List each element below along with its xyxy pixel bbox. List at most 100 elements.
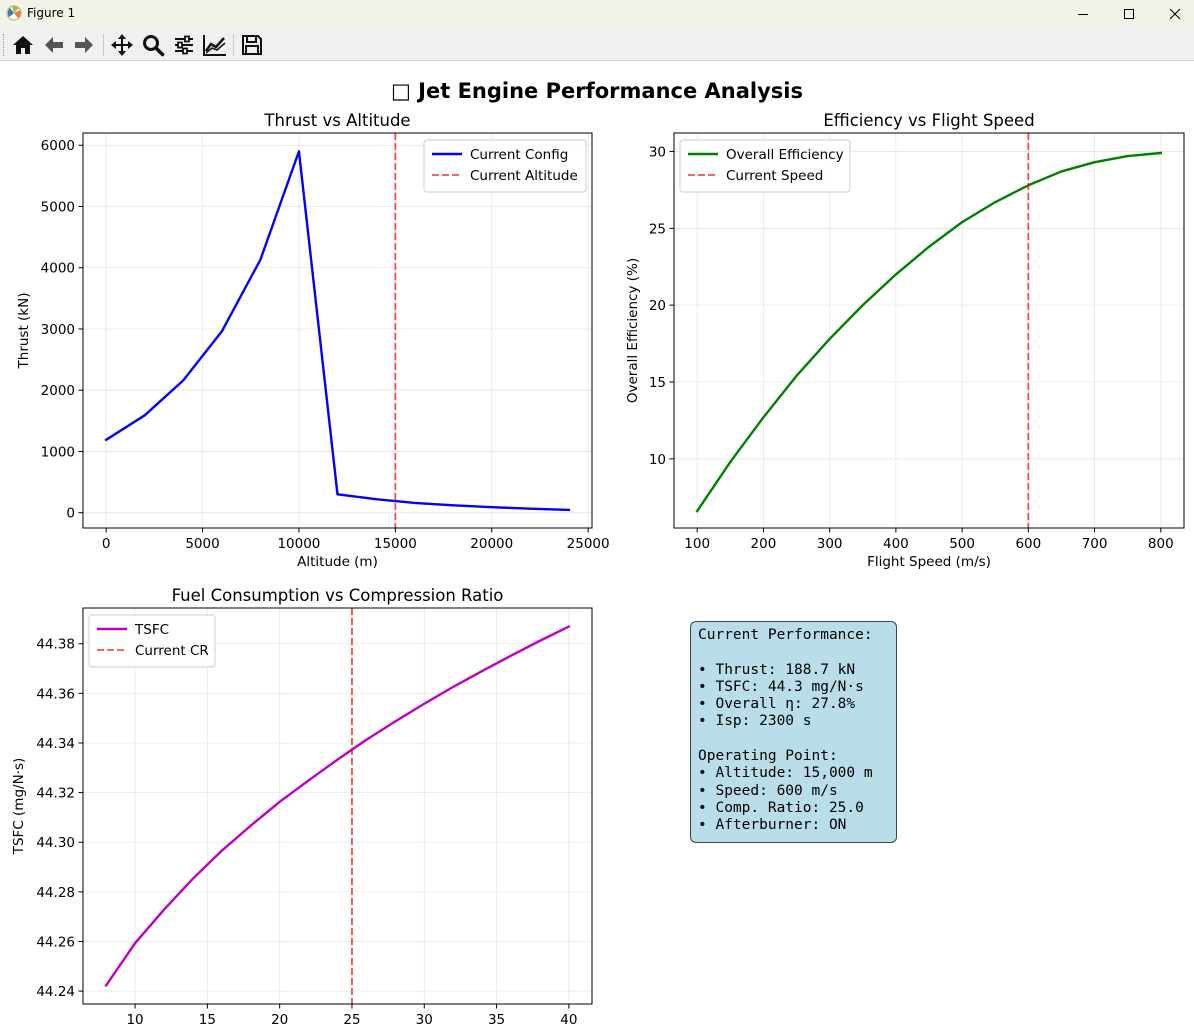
x-tick-label: 500 xyxy=(949,536,975,552)
save-button[interactable] xyxy=(238,32,266,58)
x-tick-label: 15 xyxy=(199,1012,216,1024)
info-line: • Comp. Ratio: 25.0 xyxy=(698,799,864,816)
y-tick-label: 44.36 xyxy=(36,686,75,702)
x-tick-label: 0 xyxy=(102,536,111,552)
info-line xyxy=(698,731,873,748)
legend: Current Config Current Altitude xyxy=(423,139,587,193)
figure-suptitle: □ Jet Engine Performance Analysis xyxy=(391,79,803,103)
x-tick-label: 30 xyxy=(416,1012,433,1024)
close-icon xyxy=(1169,8,1181,20)
configure-subplots-button[interactable] xyxy=(170,32,198,58)
info-line: • Thrust: 188.7 kN xyxy=(698,661,856,678)
back-icon xyxy=(45,37,63,53)
x-tick-label: 20 xyxy=(271,1012,288,1024)
series-line xyxy=(695,151,1163,513)
x-tick-label: 700 xyxy=(1082,536,1108,552)
y-tick-label: 3000 xyxy=(41,322,75,338)
info-line: • TSFC: 44.3 mg/N·s xyxy=(698,678,864,695)
x-tick-label: 600 xyxy=(1015,536,1041,552)
y-tick-label: 10 xyxy=(649,452,666,468)
x-tick-label: 100 xyxy=(684,536,710,552)
window-titlebar: Figure 1 xyxy=(0,0,1194,28)
forward-button[interactable] xyxy=(70,32,98,58)
x-tick-label: 20000 xyxy=(470,536,513,552)
y-tick-label: 44.30 xyxy=(36,835,75,851)
legend-label: Current Speed xyxy=(726,168,823,184)
y-tick-label: 15 xyxy=(649,375,666,391)
x-tick-label: 35 xyxy=(488,1012,505,1024)
info-line: • Isp: 2300 s xyxy=(698,713,812,730)
plot-area xyxy=(674,133,1184,528)
edit-axis-icon xyxy=(203,35,226,56)
legend-label: Current CR xyxy=(135,643,209,659)
legend-label: Current Config xyxy=(470,147,568,163)
configure-subplots-icon xyxy=(175,35,193,55)
y-axis-label: Overall Efficiency (%) xyxy=(625,258,641,403)
legend-label: Current Altitude xyxy=(470,168,578,184)
y-tick-label: 44.26 xyxy=(36,934,75,950)
zoom-button[interactable] xyxy=(139,32,167,58)
y-tick-label: 25 xyxy=(649,221,666,237)
home-icon xyxy=(13,36,33,54)
subplot-title: Fuel Consumption vs Compression Ratio xyxy=(172,586,504,605)
y-tick-label: 0 xyxy=(66,506,75,522)
series-line xyxy=(104,625,571,988)
window-title: Figure 1 xyxy=(27,6,76,20)
zoom-icon xyxy=(143,35,165,57)
plot-area xyxy=(83,608,592,1004)
x-tick-label: 25 xyxy=(343,1012,360,1024)
x-tick-label: 15000 xyxy=(374,536,417,552)
y-tick-label: 30 xyxy=(649,144,666,160)
maximize-icon xyxy=(1124,9,1134,19)
maximize-button[interactable] xyxy=(1106,0,1152,28)
y-tick-label: 44.32 xyxy=(36,786,75,802)
info-line: Operating Point: xyxy=(698,748,838,765)
subplot-title: Efficiency vs Flight Speed xyxy=(823,111,1034,130)
y-tick-label: 2000 xyxy=(41,383,75,399)
edit-axis-button[interactable] xyxy=(201,32,229,58)
subplot-1: 0 5000 10000 15000 20000 25000 0 1000 2000 3000 40… xyxy=(16,111,610,570)
legend: Overall Efficiency Current Speed xyxy=(679,139,851,193)
back-button[interactable] xyxy=(40,32,68,58)
info-line xyxy=(698,644,873,661)
save-icon xyxy=(242,35,262,55)
subplot-3: 10 15 20 25 30 35 40 44.24 44.26 44.28 44.30 44.32 4… xyxy=(11,586,593,1024)
x-tick-label: 40 xyxy=(560,1012,577,1024)
y-axis-label: Thrust (kN) xyxy=(16,293,32,370)
x-tick-label: 800 xyxy=(1148,536,1174,552)
legend-label: TSFC xyxy=(134,622,169,638)
performance-info-box xyxy=(690,621,897,843)
y-tick-label: 5000 xyxy=(41,199,75,215)
x-tick-label: 10000 xyxy=(277,536,320,552)
performance-info-text: Current Performance: • Thrust: 188.7 kN •… xyxy=(698,627,873,835)
plot-area xyxy=(83,133,592,528)
subplot-title: Thrust vs Altitude xyxy=(263,111,410,130)
y-tick-label: 6000 xyxy=(41,138,75,154)
legend-box xyxy=(679,139,851,193)
matplotlib-logo-icon xyxy=(6,5,22,21)
y-tick-label: 20 xyxy=(649,298,666,314)
x-axis-label: Altitude (m) xyxy=(297,554,378,570)
plot-frame xyxy=(82,132,593,529)
close-button[interactable] xyxy=(1152,0,1194,28)
minimize-button[interactable] xyxy=(1060,0,1106,28)
info-line: • Afterburner: ON xyxy=(698,817,847,834)
subplot-2: 100 200 300 400 500 600 700 800 10 15 20 25 30 Effici… xyxy=(625,111,1185,570)
x-tick-label: 200 xyxy=(751,536,777,552)
navigation-toolbar xyxy=(0,28,1194,61)
y-axis-label: TSFC (mg/N·s) xyxy=(11,758,27,856)
minimize-icon xyxy=(1078,14,1088,15)
x-tick-label: 25000 xyxy=(567,536,610,552)
legend-box xyxy=(423,139,587,193)
x-tick-label: 10 xyxy=(126,1012,143,1024)
home-button[interactable] xyxy=(9,32,37,58)
y-tick-label: 44.24 xyxy=(36,984,75,1000)
toolbar-separator xyxy=(233,34,234,56)
x-axis-label: Flight Speed (m/s) xyxy=(867,554,991,570)
plot-frame xyxy=(673,132,1185,529)
info-line: • Overall η: 27.8% xyxy=(698,696,856,713)
pan-button[interactable] xyxy=(108,32,136,58)
y-tick-label: 44.28 xyxy=(36,885,75,901)
series-line xyxy=(104,150,571,512)
forward-icon xyxy=(75,37,93,53)
